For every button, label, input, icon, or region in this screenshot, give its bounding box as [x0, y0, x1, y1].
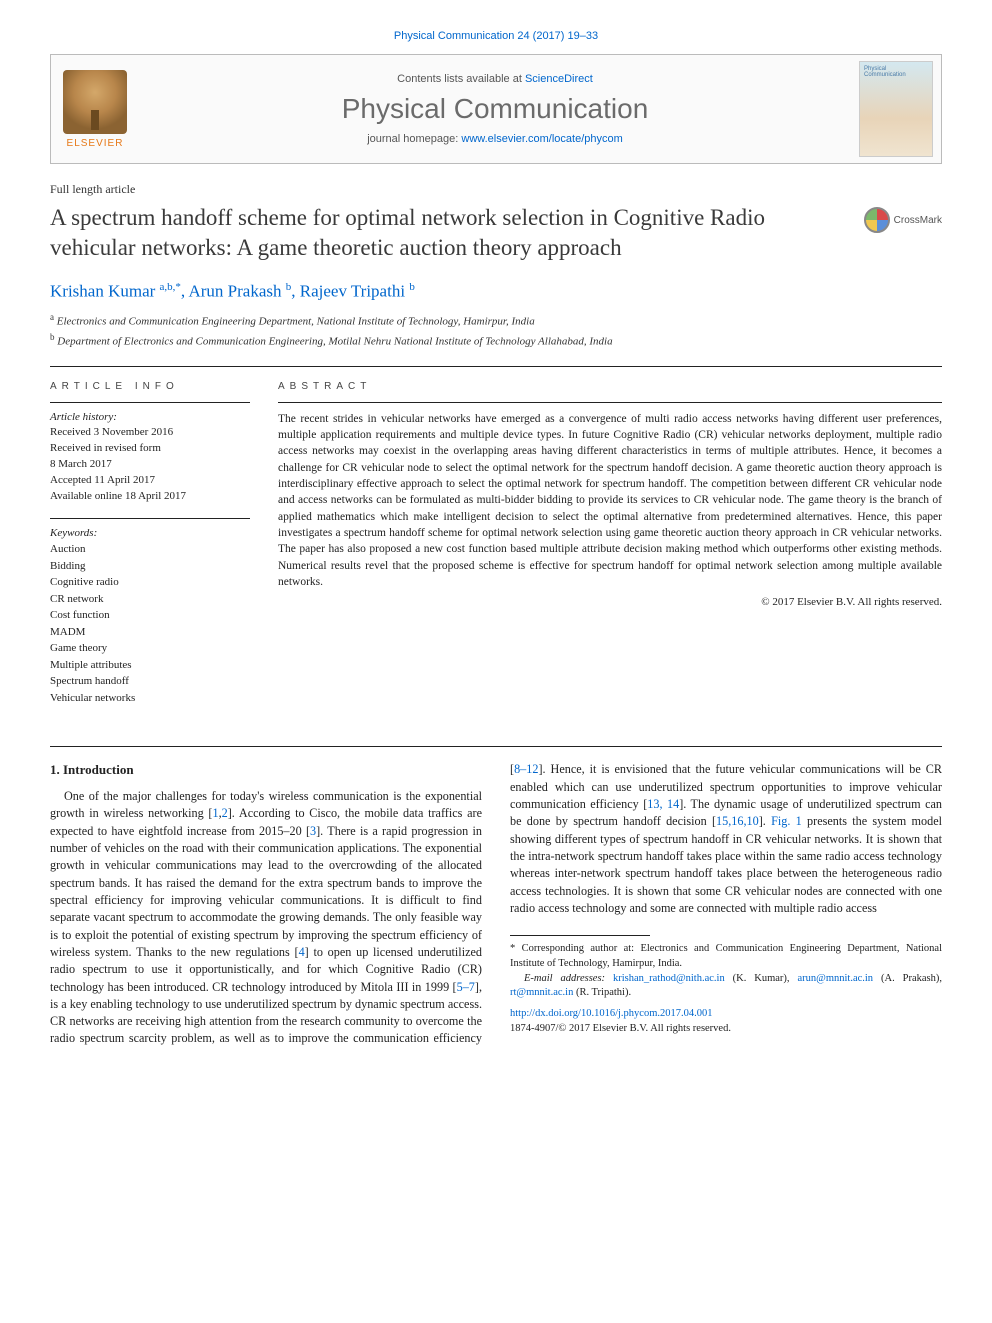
- email-addresses: E-mail addresses: krishan_rathod@nith.ac…: [510, 972, 942, 1001]
- history-line: 8 March 2017: [50, 457, 250, 473]
- history-line: Received 3 November 2016: [50, 425, 250, 441]
- email-who: (A. Prakash),: [873, 973, 942, 984]
- keyword: Cost function: [50, 607, 250, 624]
- masthead-center: Contents lists available at ScienceDirec…: [139, 55, 851, 163]
- keyword: Multiple attributes: [50, 657, 250, 674]
- divider-rule: [50, 366, 942, 367]
- keyword: Game theory: [50, 640, 250, 657]
- issn-copyright-line: 1874-4907/© 2017 Elsevier B.V. All right…: [510, 1022, 942, 1037]
- doi-link[interactable]: http://dx.doi.org/10.1016/j.phycom.2017.…: [510, 1008, 713, 1019]
- history-label: Article history:: [50, 411, 250, 423]
- article-info-heading: article info: [50, 381, 250, 392]
- running-header: Physical Communication 24 (2017) 19–33: [50, 30, 942, 42]
- keyword: Auction: [50, 541, 250, 558]
- footnote-separator: [510, 935, 650, 936]
- contents-line: Contents lists available at ScienceDirec…: [147, 73, 843, 85]
- divider-rule-2: [50, 746, 942, 747]
- homepage-link[interactable]: www.elsevier.com/locate/phycom: [461, 133, 622, 145]
- abstract-copyright: © 2017 Elsevier B.V. All rights reserved…: [278, 596, 942, 608]
- elsevier-tree-icon: [63, 70, 127, 134]
- affiliations: a Electronics and Communication Engineer…: [50, 311, 942, 349]
- doi-line: http://dx.doi.org/10.1016/j.phycom.2017.…: [510, 1007, 942, 1022]
- article-info-column: article info Article history: Received 3…: [50, 381, 250, 721]
- section-heading-intro: 1. Introduction: [50, 761, 482, 779]
- history-line: Available online 18 April 2017: [50, 489, 250, 505]
- abstract-body: The recent strides in vehicular networks…: [278, 402, 942, 591]
- reference-link[interactable]: 15,16,10: [716, 814, 759, 828]
- keywords-list: AuctionBiddingCognitive radioCR networkC…: [50, 541, 250, 706]
- keyword: Vehicular networks: [50, 690, 250, 707]
- journal-name: Physical Communication: [147, 93, 843, 125]
- publisher-label: ELSEVIER: [67, 138, 124, 149]
- crossmark-icon: [864, 207, 890, 233]
- homepage-line: journal homepage: www.elsevier.com/locat…: [147, 133, 843, 145]
- abstract-heading: abstract: [278, 381, 942, 392]
- journal-cover-thumb: Physical Communication: [859, 61, 933, 157]
- email-link[interactable]: arun@mnnit.ac.in: [790, 973, 874, 984]
- reference-link[interactable]: 13, 14: [647, 797, 679, 811]
- keyword: Cognitive radio: [50, 574, 250, 591]
- reference-link[interactable]: 8–12: [514, 762, 538, 776]
- keyword: CR network: [50, 591, 250, 608]
- email-link[interactable]: krishan_rathod@nith.ac.in: [613, 973, 725, 984]
- reference-link[interactable]: 2: [222, 806, 228, 820]
- history-line: Accepted 11 April 2017: [50, 473, 250, 489]
- article-type: Full length article: [50, 182, 942, 197]
- publisher-block: ELSEVIER: [51, 55, 139, 163]
- crossmark-label: CrossMark: [894, 215, 942, 226]
- running-header-text[interactable]: Physical Communication 24 (2017) 19–33: [394, 30, 598, 42]
- history-block: Article history: Received 3 November 201…: [50, 402, 250, 505]
- masthead: ELSEVIER Contents lists available at Sci…: [50, 54, 942, 164]
- abstract-column: abstract The recent strides in vehicular…: [278, 381, 942, 721]
- body-columns: 1. Introduction One of the major challen…: [50, 761, 942, 1047]
- reference-link[interactable]: Fig. 1: [771, 814, 802, 828]
- keywords-label: Keywords:: [50, 527, 250, 539]
- intro-section: 1. Introduction One of the major challen…: [50, 761, 942, 1047]
- reference-link[interactable]: 1: [212, 806, 218, 820]
- reference-link[interactable]: 5–7: [457, 980, 475, 994]
- keyword: Bidding: [50, 558, 250, 575]
- reference-link[interactable]: 3: [310, 824, 316, 838]
- keyword: Spectrum handoff: [50, 673, 250, 690]
- title-row: A spectrum handoff scheme for optimal ne…: [50, 203, 942, 263]
- article-title: A spectrum handoff scheme for optimal ne…: [50, 203, 844, 263]
- corresponding-author-note: * Corresponding author at: Electronics a…: [510, 942, 942, 971]
- sciencedirect-link[interactable]: ScienceDirect: [525, 73, 593, 85]
- keyword: MADM: [50, 624, 250, 641]
- history-line: Received in revised form: [50, 441, 250, 457]
- authors-line: Krishan Kumar a,b,*, Arun Prakash b, Raj…: [50, 281, 942, 302]
- history-list: Received 3 November 2016Received in revi…: [50, 425, 250, 505]
- affiliation-b: b Department of Electronics and Communic…: [50, 331, 942, 350]
- affiliation-a: a Electronics and Communication Engineer…: [50, 311, 942, 330]
- crossmark-badge[interactable]: CrossMark: [864, 207, 942, 233]
- email-who: (K. Kumar),: [725, 973, 790, 984]
- footnotes: * Corresponding author at: Electronics a…: [510, 942, 942, 1036]
- cover-thumb-wrap: Physical Communication: [851, 55, 941, 163]
- email-link[interactable]: rt@mnnit.ac.in: [510, 987, 573, 998]
- email-who: (R. Tripathi).: [573, 987, 631, 998]
- keywords-block: Keywords: AuctionBiddingCognitive radioC…: [50, 518, 250, 706]
- info-abstract-row: article info Article history: Received 3…: [50, 381, 942, 721]
- reference-link[interactable]: 4: [299, 945, 305, 959]
